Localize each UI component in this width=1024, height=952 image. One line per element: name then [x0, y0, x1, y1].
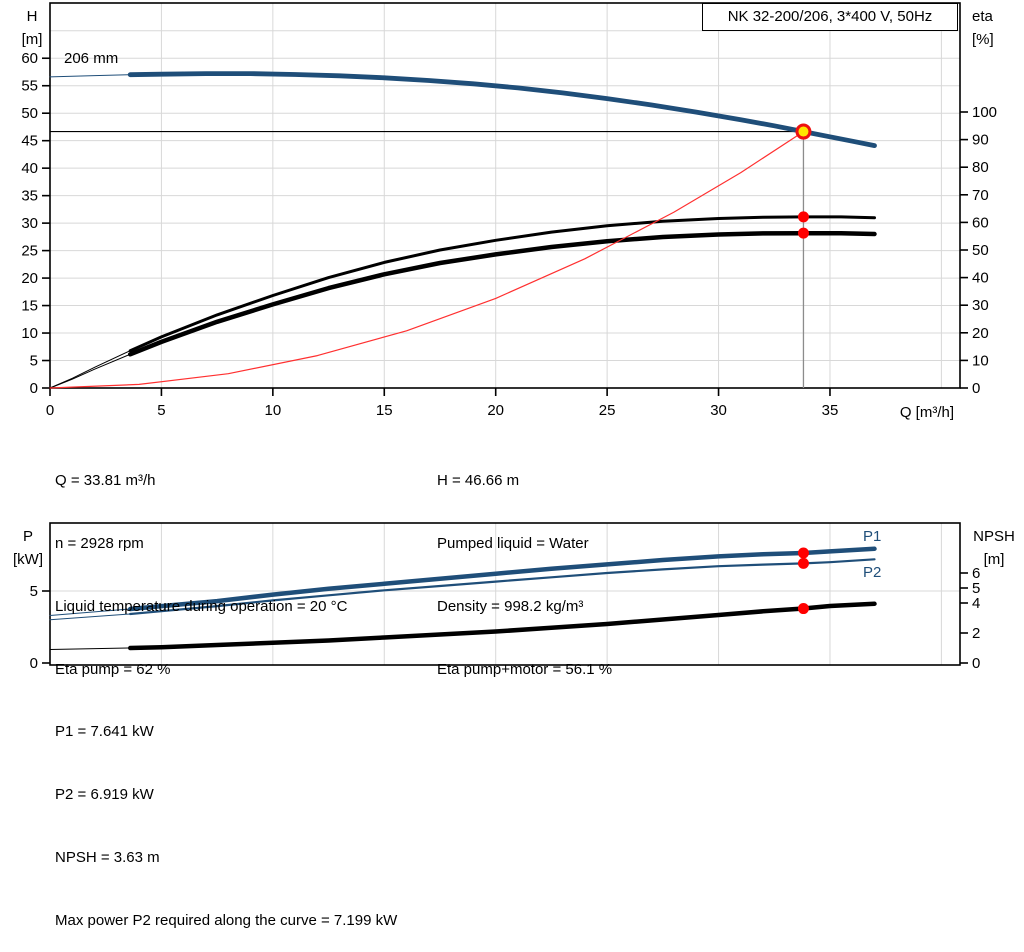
- h-tick-label: 5: [30, 353, 38, 370]
- npsh-tick-label: 0: [972, 655, 980, 672]
- eta-tick-label: 100: [972, 104, 997, 121]
- eta-pump-curve-thin: [49, 350, 131, 389]
- p-axis-label-line2: [kW]: [13, 551, 43, 568]
- info-line-h: H = 46.66 m: [437, 472, 520, 489]
- system-curve: [49, 131, 805, 389]
- info-line-npsh: NPSH = 3.63 m: [55, 849, 160, 866]
- p2-curve-thin: [49, 613, 131, 621]
- q-tick-label: 25: [599, 402, 616, 419]
- npsh-duty-dot: [797, 603, 809, 615]
- p-tick-label: 5: [30, 583, 38, 600]
- eta-axis-label-line2: [%]: [972, 31, 994, 48]
- info-line-pumped-liquid: Pumped liquid = Water: [437, 535, 589, 552]
- eta-tick-label: 30: [972, 297, 989, 314]
- pump-curves-canvas: 0510152025303540455055600102030405060708…: [21, 2, 997, 672]
- npsh-axis-label: NPSH [m]: [966, 525, 1022, 571]
- h-tick-label: 35: [21, 188, 38, 205]
- info-line-p2: P2 = 6.919 kW: [55, 786, 154, 803]
- p2-curve: [129, 558, 876, 616]
- eta-tick-label: 50: [972, 242, 989, 259]
- p-axis-label: P [kW]: [5, 525, 51, 571]
- h-axis-label-line1: H: [26, 8, 38, 25]
- info-line-p1: P1 = 7.641 kW: [55, 723, 154, 740]
- info-line-eta-pump-motor: Eta pump+motor = 56.1 %: [437, 661, 613, 678]
- npsh-curve-thin: [49, 647, 131, 650]
- q-tick-label: 0: [46, 402, 54, 419]
- duty-point-marker: [795, 123, 812, 140]
- q-tick-label: 30: [710, 402, 727, 419]
- eta-tick-label: 70: [972, 187, 989, 204]
- eta-pump-duty-dot: [797, 211, 809, 223]
- info-line-max-power: Max power P2 required along the curve = …: [55, 912, 398, 929]
- bottom-chart-frame: [49, 522, 961, 666]
- info-line-q: Q = 33.81 m³/h: [55, 472, 156, 489]
- h-tick-label: 55: [21, 78, 38, 95]
- eta-tick-label: 10: [972, 352, 989, 369]
- p1-curve-thin: [49, 608, 131, 616]
- info-line-eta-pump: Eta pump = 62 %: [55, 661, 171, 678]
- duty-info-column-2: H = 46.66 m Pumped liquid = Water Densit…: [437, 428, 612, 701]
- h-axis-label: H [m]: [11, 5, 53, 51]
- p1-curve-label: P1: [863, 528, 882, 545]
- eta-tick-label: 90: [972, 132, 989, 149]
- info-line-density: Density = 998.2 kg/m³: [437, 598, 584, 615]
- npsh-curve: [127, 601, 877, 651]
- npsh-axis-label-line2: [m]: [983, 551, 1005, 568]
- eta-tick-label: 40: [972, 270, 989, 287]
- pump-title-box: NK 32-200/206, 3*400 V, 50Hz: [702, 3, 958, 31]
- p2-curve-label: P2: [863, 564, 882, 581]
- npsh-axis-label-line1: NPSH: [973, 528, 1015, 545]
- eta-pump-motor-curve-thin: [49, 353, 131, 389]
- eta-axis-label: eta [%]: [972, 5, 1020, 51]
- eta-tick-label: 80: [972, 159, 989, 176]
- npsh-tick-label: 2: [972, 625, 980, 642]
- eta-pump-motor-curve: [127, 230, 877, 357]
- eta-axis-label-line1: eta: [972, 8, 993, 25]
- p-tick-label: 0: [30, 655, 38, 672]
- eta-tick-label: 60: [972, 214, 989, 231]
- h-tick-label: 40: [21, 160, 38, 177]
- impeller-diameter-label: 206 mm: [64, 50, 119, 67]
- p-axis-label-line1: P: [22, 528, 33, 545]
- q-tick-label: 10: [265, 402, 282, 419]
- h-tick-label: 10: [21, 325, 38, 342]
- q-tick-label: 20: [487, 402, 504, 419]
- npsh-tick-label: 5: [972, 580, 980, 597]
- q-tick-label: 15: [376, 402, 393, 419]
- info-line-liquid-temp: Liquid temperature during operation = 20…: [55, 598, 348, 615]
- hq-curve-206mm: [127, 71, 877, 148]
- eta-tick-label: 20: [972, 325, 989, 342]
- h-axis-label-line2: [m]: [21, 31, 43, 48]
- h-tick-label: 20: [21, 270, 38, 287]
- h-tick-label: 25: [21, 243, 38, 260]
- h-tick-label: 15: [21, 298, 38, 315]
- h-tick-label: 0: [30, 380, 38, 397]
- q-tick-label: 35: [822, 402, 839, 419]
- q-axis-label: Q [m³/h]: [899, 404, 954, 421]
- p2-duty-dot: [797, 557, 809, 569]
- npsh-tick-label: 4: [972, 595, 980, 612]
- p1-duty-dot: [797, 547, 809, 559]
- q-tick-label: 5: [157, 402, 165, 419]
- h-tick-label: 60: [21, 50, 38, 67]
- h-tick-label: 30: [21, 215, 38, 232]
- h-tick-label: 50: [21, 105, 38, 122]
- npsh-tick-label: 6: [972, 565, 980, 582]
- p1-curve: [127, 546, 877, 612]
- hq-curve-206mm-thin: [49, 74, 131, 78]
- h-tick-label: 45: [21, 133, 38, 150]
- eta-pump-curve: [128, 215, 876, 353]
- duty-info-column-1: Q = 33.81 m³/h n = 2928 rpm Liquid tempe…: [55, 428, 347, 701]
- result-info-block: P1 = 7.641 kW P2 = 6.919 kW NPSH = 3.63 …: [55, 679, 397, 952]
- eta-tick-label: 0: [972, 380, 980, 397]
- info-line-n: n = 2928 rpm: [55, 535, 144, 552]
- eta-pump-motor-duty-dot: [797, 227, 809, 239]
